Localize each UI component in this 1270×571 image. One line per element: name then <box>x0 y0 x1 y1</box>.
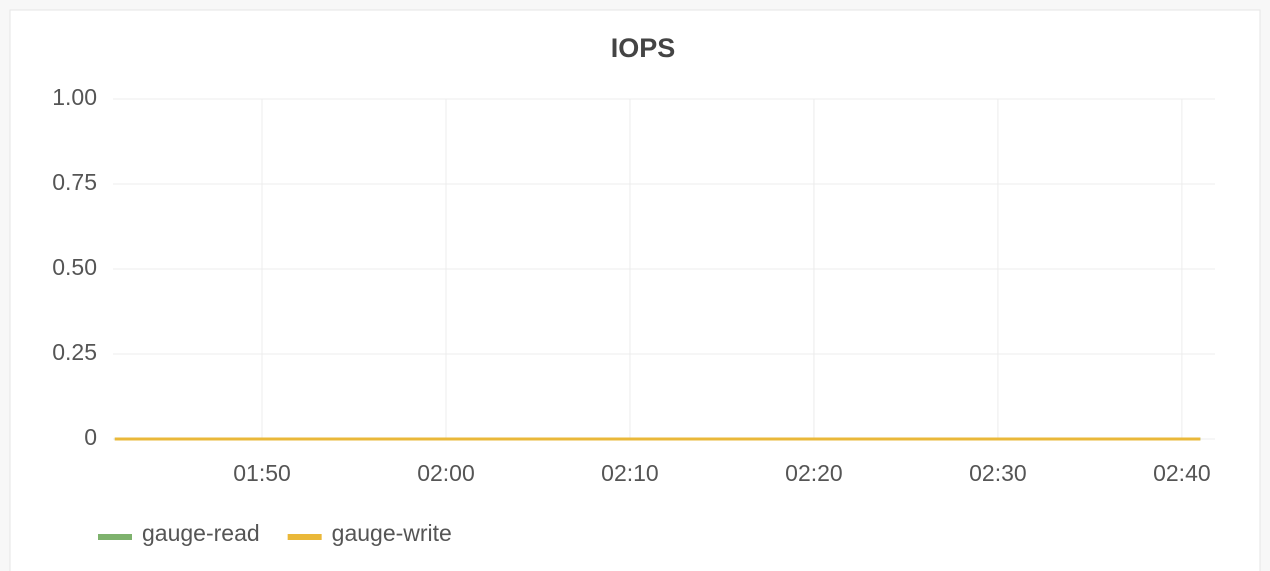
x-tick-label: 01:50 <box>233 460 291 486</box>
y-tick-label: 0.25 <box>52 339 97 365</box>
x-tick-label: 02:00 <box>417 460 475 486</box>
x-tick-label: 02:20 <box>785 460 843 486</box>
x-tick-label: 02:10 <box>601 460 659 486</box>
chart-title: IOPS <box>611 33 676 63</box>
y-tick-label: 0.75 <box>52 169 97 195</box>
y-tick-label: 1.00 <box>52 84 97 110</box>
y-tick-label: 0.50 <box>52 254 97 280</box>
legend-label: gauge-write <box>332 520 452 546</box>
legend-label: gauge-read <box>142 520 260 546</box>
y-tick-label: 0 <box>84 424 97 450</box>
panel <box>9 9 1261 571</box>
x-tick-label: 02:30 <box>969 460 1027 486</box>
x-tick-label: 02:40 <box>1153 460 1211 486</box>
